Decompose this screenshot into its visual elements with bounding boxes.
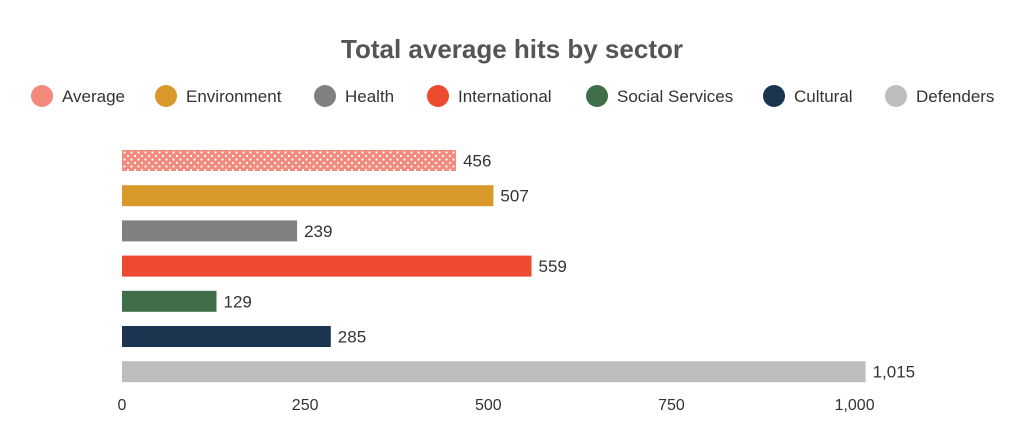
value-label-health: 239 [304,222,332,241]
value-label-average: 456 [463,152,491,171]
value-label-environment: 507 [500,187,528,206]
legend-label: International [458,87,552,106]
legend-swatch [586,85,608,107]
bar-international [122,255,532,277]
x-tick-label: 1,000 [835,397,875,414]
value-label-cultural: 285 [338,328,366,347]
legend-item-international: International [427,85,552,107]
bar-average [122,150,457,171]
x-tick-label: 750 [658,397,685,414]
legend-swatch [31,85,53,107]
legend-label: Environment [186,87,282,106]
legend-swatch [314,85,336,107]
legend-item-defenders: Defenders [885,85,994,107]
legend-item-environment: Environment [155,85,282,107]
legend-label: Cultural [794,87,853,106]
value-label-defenders: 1,015 [873,363,916,382]
legend-label: Social Services [617,87,733,106]
x-tick-label: 250 [292,397,319,414]
legend-label: Defenders [916,87,994,106]
bar-environment [122,185,494,207]
legend-item-social-services: Social Services [586,85,733,107]
legend: Average Environment Health International Soc… [31,85,994,107]
chart-title: Total average hits by sector [341,34,683,64]
legend-swatch [427,85,449,107]
x-axis: 0 250 500 750 1,000 [118,397,875,414]
legend-swatch [763,85,785,107]
legend-label: Average [62,87,125,106]
bar-defenders [122,361,866,383]
legend-item-cultural: Cultural [763,85,853,107]
bar-health [122,220,298,242]
x-tick-label: 0 [118,397,127,414]
legend-item-average: Average [31,85,125,107]
value-label-social-services: 129 [224,292,252,311]
value-label-international: 559 [539,257,567,276]
legend-swatch [155,85,177,107]
x-tick-label: 500 [475,397,502,414]
legend-swatch [885,85,907,107]
legend-item-health: Health [314,85,394,107]
legend-label: Health [345,87,394,106]
bar-social-services [122,290,217,312]
bars: 456 507 239 559 129 285 1,015 [122,150,916,383]
bar-cultural [122,326,331,347]
